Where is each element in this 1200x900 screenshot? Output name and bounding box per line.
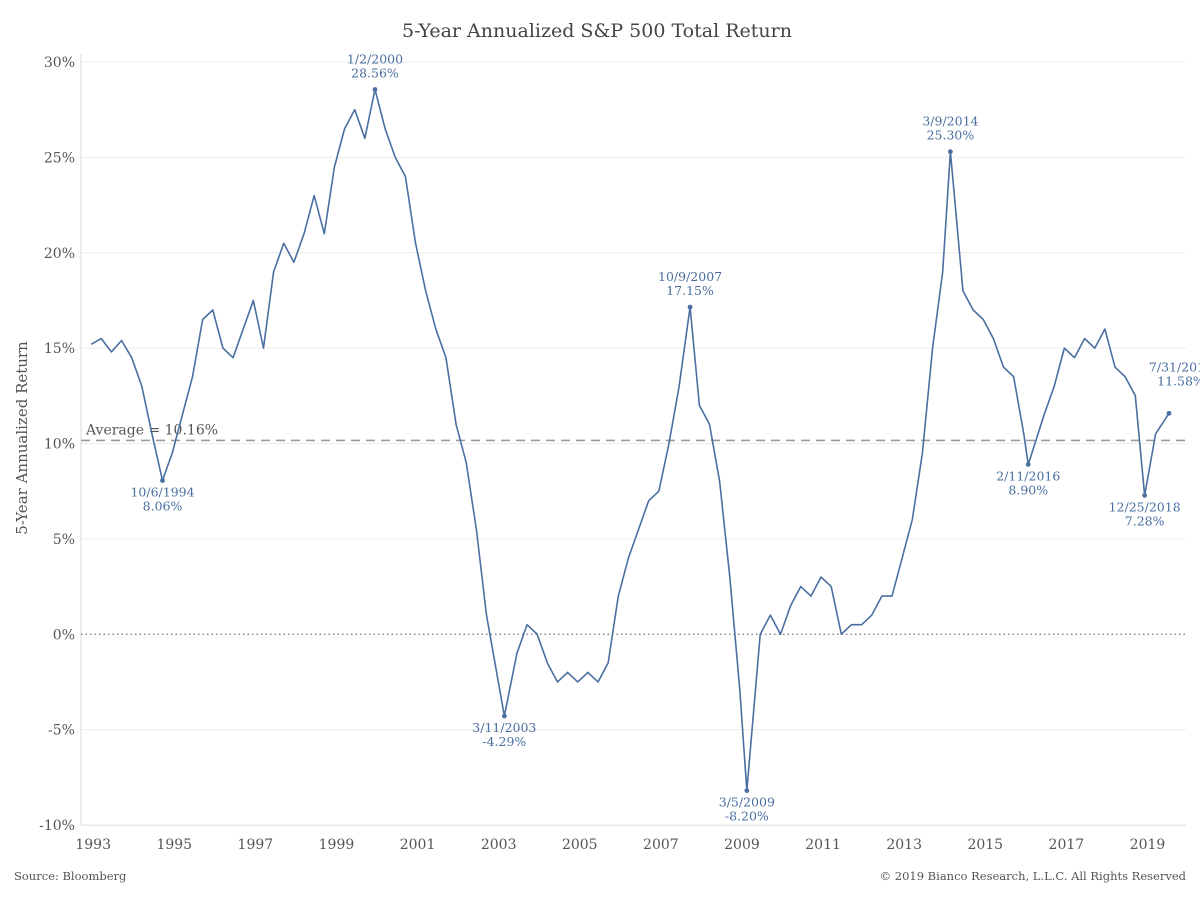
y-tick-label: 15% bbox=[44, 341, 75, 357]
y-tick-label: 30% bbox=[44, 55, 75, 71]
annotation-point bbox=[1166, 410, 1172, 416]
annotation-date: 10/6/1994 bbox=[130, 485, 194, 500]
reference-lines: Average = 10.16% bbox=[81, 422, 1186, 635]
x-tick-label: 2003 bbox=[481, 837, 517, 853]
annotation-date: 7/31/2019 bbox=[1149, 359, 1200, 374]
x-tick-label: 2005 bbox=[562, 837, 598, 853]
annotation-date: 10/9/2007 bbox=[658, 269, 722, 284]
annotation-date: 2/11/2016 bbox=[996, 468, 1060, 483]
axes bbox=[80, 54, 1186, 826]
y-tick-label: 10% bbox=[44, 437, 75, 453]
annotation-value: 8.90% bbox=[1008, 482, 1048, 497]
x-tick-label: 1997 bbox=[238, 837, 274, 853]
x-tick-label: 2013 bbox=[886, 837, 922, 853]
annotation-value: 8.06% bbox=[143, 499, 183, 514]
annotation-date: 1/2/2000 bbox=[347, 51, 403, 66]
y-axis-label: 5-Year Annualized Return bbox=[13, 341, 31, 535]
copyright-note: © 2019 Bianco Research, L.L.C. All Right… bbox=[880, 869, 1187, 883]
x-tick-label: 1999 bbox=[319, 837, 355, 853]
x-tick-labels: 1993 1995 1997 1999 2001 2003 2005 2007 2009 2011… bbox=[75, 837, 1165, 853]
y-tick-label: 20% bbox=[44, 246, 75, 262]
x-tick-label: 2001 bbox=[400, 837, 436, 853]
y-tick-labels: 30% 25% 20% 15% 10% 5% 0% -5% -10% bbox=[39, 55, 75, 834]
chart-title: 5-Year Annualized S&P 500 Total Return bbox=[402, 20, 792, 42]
x-tick-label: 1993 bbox=[75, 837, 111, 853]
annotation-point bbox=[160, 478, 165, 483]
x-tick-label: 2009 bbox=[724, 837, 760, 853]
y-tick-label: 0% bbox=[53, 627, 75, 643]
x-tick-label: 1995 bbox=[156, 837, 192, 853]
annotation-value: -8.20% bbox=[725, 809, 769, 824]
annotation-date: 3/11/2003 bbox=[472, 720, 536, 735]
annotation-point bbox=[687, 304, 693, 310]
x-tick-label: 2015 bbox=[967, 837, 1003, 853]
source-note: Source: Bloomberg bbox=[14, 869, 127, 883]
annotation-point bbox=[372, 87, 378, 92]
annotation-value: 7.28% bbox=[1125, 513, 1165, 528]
y-tick-label: 5% bbox=[53, 532, 75, 548]
annotation-point bbox=[1025, 462, 1031, 467]
annotation-date: 3/5/2009 bbox=[719, 795, 775, 810]
annotation-value: -4.29% bbox=[482, 734, 526, 749]
annotation-point bbox=[744, 788, 750, 794]
y-tick-label: 25% bbox=[44, 150, 75, 166]
annotation-point bbox=[1142, 492, 1148, 498]
y-tick-label: -5% bbox=[48, 723, 75, 739]
annotation-date: 3/9/2014 bbox=[922, 114, 978, 129]
annotation-point bbox=[501, 713, 507, 719]
series-layer bbox=[90, 88, 1170, 792]
y-tick-label: -10% bbox=[39, 818, 75, 834]
annotation-point bbox=[948, 149, 953, 155]
grid bbox=[81, 61, 1186, 826]
annotation-value: 25.30% bbox=[927, 128, 975, 143]
x-tick-label: 2007 bbox=[643, 837, 679, 853]
x-tick-label: 2019 bbox=[1130, 837, 1166, 853]
annotation-date: 12/25/2018 bbox=[1109, 499, 1181, 514]
series-line bbox=[90, 88, 1170, 792]
x-tick-label: 2017 bbox=[1049, 837, 1085, 853]
annotation-value: 17.15% bbox=[666, 283, 714, 298]
annotation-value: 11.58% bbox=[1157, 373, 1200, 388]
x-tick-label: 2011 bbox=[805, 837, 841, 853]
annotation-value: 28.56% bbox=[351, 65, 399, 80]
